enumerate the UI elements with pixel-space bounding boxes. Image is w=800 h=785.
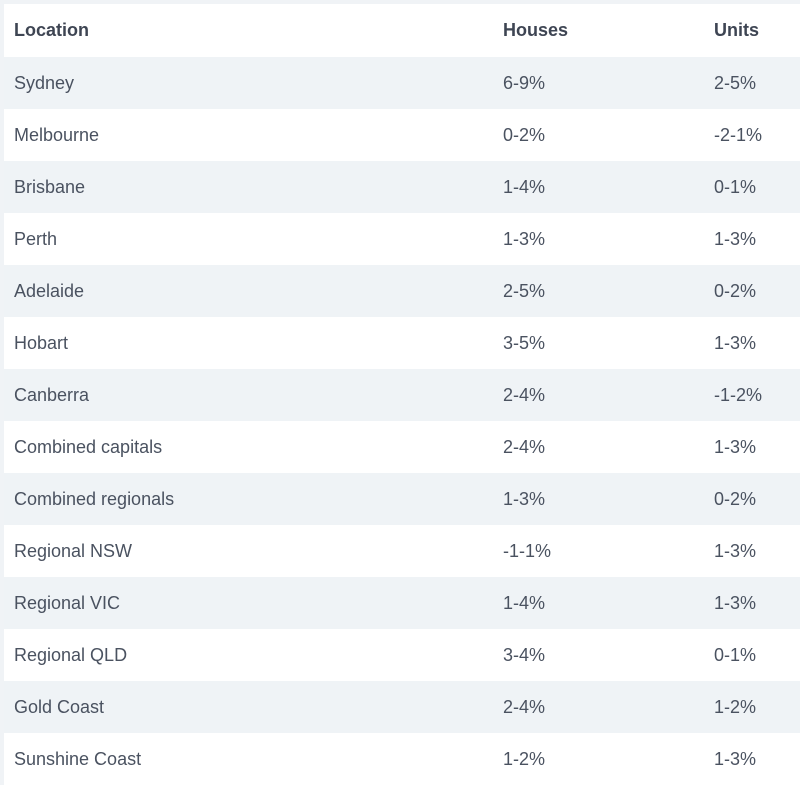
table-row: Perth 1-3% 1-3% <box>4 213 800 265</box>
table-row: Sunshine Coast 1-2% 1-3% <box>4 733 800 785</box>
cell-houses: 6-9% <box>503 72 546 93</box>
cell-houses: 1-4% <box>503 592 546 613</box>
cell-units: 1-3% <box>714 748 757 769</box>
cell-houses: 1-4% <box>503 176 546 197</box>
cell-units: 1-3% <box>714 228 757 249</box>
header-location: Location <box>14 20 89 40</box>
cell-units: 0-2% <box>714 280 757 301</box>
cell-location: Combined capitals <box>14 436 163 457</box>
price-growth-table: Location Houses Units Sydney 6-9% 2-5% M… <box>4 4 800 785</box>
cell-location: Perth <box>14 228 58 249</box>
cell-units: 0-2% <box>714 488 757 509</box>
cell-location: Melbourne <box>14 124 100 145</box>
cell-units: 1-2% <box>714 696 757 717</box>
cell-location: Sydney <box>14 72 75 93</box>
table-row: Regional VIC 1-4% 1-3% <box>4 577 800 629</box>
cell-location: Regional VIC <box>14 592 121 613</box>
table-row: Gold Coast 2-4% 1-2% <box>4 681 800 733</box>
cell-units: 1-3% <box>714 332 757 353</box>
cell-houses: 2-4% <box>503 384 546 405</box>
cell-units: 1-3% <box>714 436 757 457</box>
cell-houses: 1-2% <box>503 748 546 769</box>
table-row: Hobart 3-5% 1-3% <box>4 317 800 369</box>
cell-units: 0-1% <box>714 176 757 197</box>
cell-houses: 3-4% <box>503 644 546 665</box>
table-row: Brisbane 1-4% 0-1% <box>4 161 800 213</box>
table-row: Regional QLD 3-4% 0-1% <box>4 629 800 681</box>
cell-units: 1-3% <box>714 592 757 613</box>
cell-location: Regional QLD <box>14 644 128 665</box>
cell-location: Hobart <box>14 332 69 353</box>
cell-units: -1-2% <box>714 384 763 405</box>
cell-houses: 2-4% <box>503 696 546 717</box>
cell-houses: 2-4% <box>503 436 546 457</box>
header-units: Units <box>714 20 759 40</box>
cell-units: 1-3% <box>714 540 757 561</box>
table-row: Combined regionals 1-3% 0-2% <box>4 473 800 525</box>
cell-location: Adelaide <box>14 280 85 301</box>
table-row: Melbourne 0-2% -2-1% <box>4 109 800 161</box>
cell-location: Brisbane <box>14 176 86 197</box>
table-row: Canberra 2-4% -1-2% <box>4 369 800 421</box>
cell-location: Gold Coast <box>14 696 105 717</box>
cell-houses: 2-5% <box>503 280 546 301</box>
cell-location: Sunshine Coast <box>14 748 142 769</box>
cell-units: 0-1% <box>714 644 757 665</box>
cell-houses: 1-3% <box>503 488 546 509</box>
table-row: Regional NSW -1-1% 1-3% <box>4 525 800 577</box>
table-row: Combined capitals 2-4% 1-3% <box>4 421 800 473</box>
table-container: Location Houses Units Sydney 6-9% 2-5% M… <box>4 4 800 785</box>
cell-houses: -1-1% <box>503 540 552 561</box>
cell-units: 2-5% <box>714 72 757 93</box>
cell-houses: 3-5% <box>503 332 546 353</box>
cell-location: Combined regionals <box>14 488 175 509</box>
table-header-row: Location Houses Units <box>4 4 800 57</box>
cell-houses: 1-3% <box>503 228 546 249</box>
cell-houses: 0-2% <box>503 124 546 145</box>
cell-location: Canberra <box>14 384 90 405</box>
cell-location: Regional NSW <box>14 540 133 561</box>
cell-units: -2-1% <box>714 124 763 145</box>
table-row: Adelaide 2-5% 0-2% <box>4 265 800 317</box>
table-row: Sydney 6-9% 2-5% <box>4 57 800 109</box>
header-houses: Houses <box>503 20 569 40</box>
